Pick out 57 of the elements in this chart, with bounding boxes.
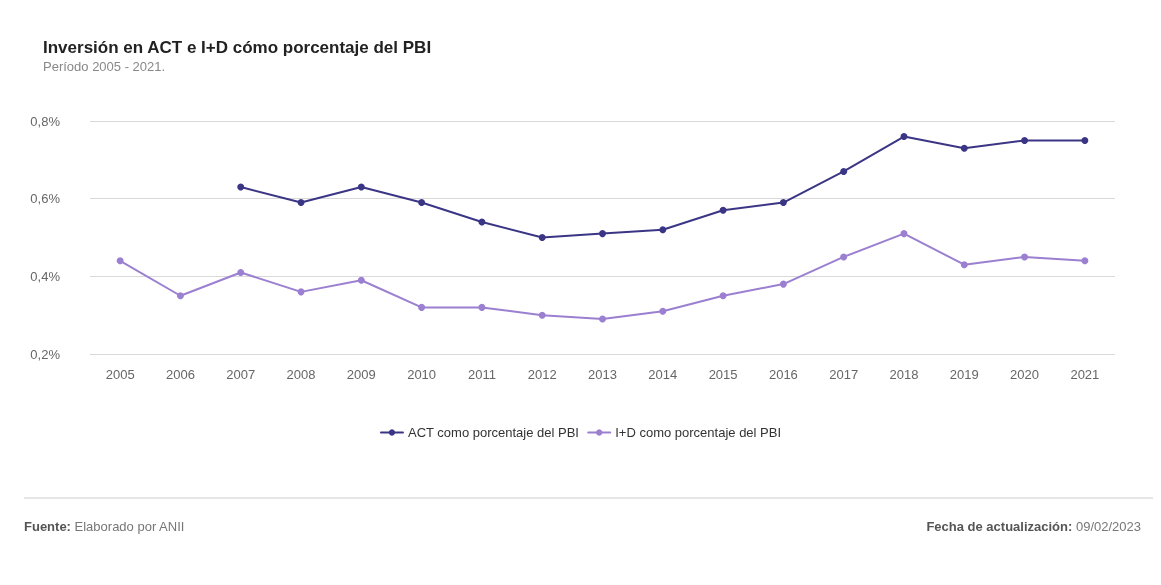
point (659, 307, 667, 315)
x-tick-label: 2008 (286, 367, 316, 382)
point (779, 280, 787, 288)
x-tick-label: 2018 (889, 367, 919, 382)
point (116, 257, 124, 265)
point (176, 292, 184, 300)
x-tick-label: 2021 (1070, 367, 1100, 382)
point (538, 311, 546, 319)
y-tick-label: 0,6% (30, 191, 61, 207)
point (1021, 136, 1029, 144)
x-tick-label: 2007 (226, 367, 256, 382)
point (900, 230, 908, 238)
point (960, 261, 968, 269)
chart-subtitle: Período 2005 - 2021. (43, 59, 166, 74)
point (659, 226, 667, 234)
point (538, 234, 546, 241)
point (779, 199, 787, 207)
x-tick-label: 2010 (407, 367, 437, 382)
x-tick-label: 2019 (949, 367, 979, 382)
point (1021, 253, 1029, 261)
point (599, 230, 606, 238)
x-tick-label: 2017 (829, 367, 859, 382)
x-tick-label: 2015 (708, 367, 738, 382)
point (237, 183, 245, 191)
legend-label: ACT como porcentaje del PBI (407, 425, 579, 440)
x-tick-label: 2009 (346, 367, 376, 382)
point (1081, 136, 1089, 144)
legend-label: I+D como porcentaje del PBI (615, 425, 782, 440)
point (960, 144, 968, 152)
point (900, 133, 908, 141)
point (840, 167, 848, 175)
y-tick-label: 0,8% (30, 113, 61, 129)
source-note: Fuente: Elaborado por ANII (24, 519, 185, 534)
x-tick-label: 2012 (527, 367, 557, 382)
point (478, 303, 486, 311)
point (719, 292, 727, 300)
point (357, 276, 365, 284)
point (418, 303, 426, 311)
y-tick-label: 0,4% (30, 268, 61, 284)
point (357, 183, 365, 191)
x-tick-label: 2014 (648, 367, 678, 382)
x-tick-label: 2011 (467, 367, 496, 382)
point (1081, 257, 1089, 265)
point (418, 199, 426, 207)
chart-title: Inversión en ACT e I+D cómo porcentaje del PBI (43, 38, 432, 57)
x-tick-label: 2016 (768, 367, 798, 382)
point (719, 206, 727, 214)
x-tick-label: 2005 (105, 367, 135, 382)
point (237, 268, 245, 276)
point (599, 315, 606, 323)
x-tick-label: 2020 (1010, 367, 1040, 382)
point (297, 199, 305, 207)
x-tick-label: 2006 (165, 367, 195, 382)
text: Fecha de actualización: 09/02/2023 (926, 519, 1142, 534)
y-tick-label: 0,2% (30, 346, 61, 362)
point (840, 253, 848, 261)
x-tick-label: 2013 (588, 367, 617, 382)
